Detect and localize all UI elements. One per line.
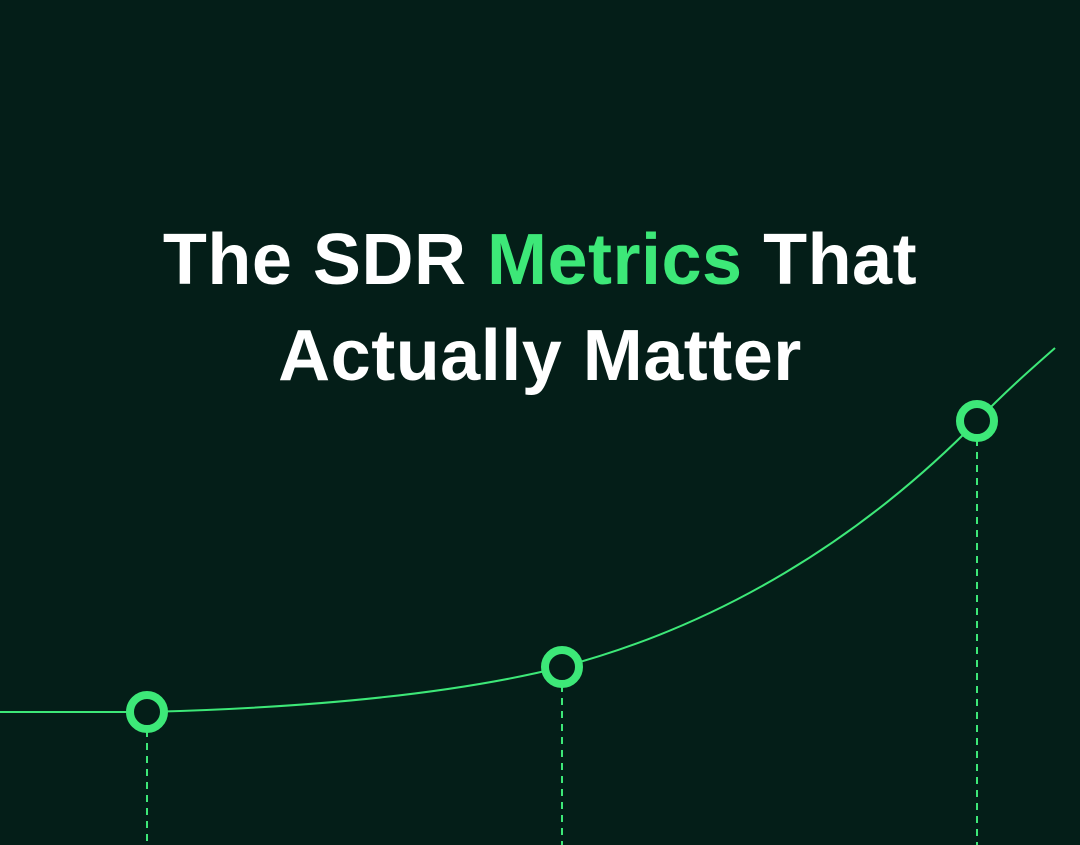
- background-grid: [27, 300, 1079, 845]
- point: [541, 646, 583, 688]
- point: [956, 400, 998, 442]
- headline-text: The SDR: [162, 220, 467, 300]
- point: [126, 691, 168, 733]
- headline-text: That: [763, 220, 918, 300]
- points: [126, 400, 998, 733]
- drop-lines: [146, 439, 978, 845]
- headline-text: Actually Matter: [278, 316, 802, 396]
- headline: The SDR Metrics That Actually Matter: [0, 212, 1080, 404]
- headline-highlight: Metrics: [486, 220, 743, 300]
